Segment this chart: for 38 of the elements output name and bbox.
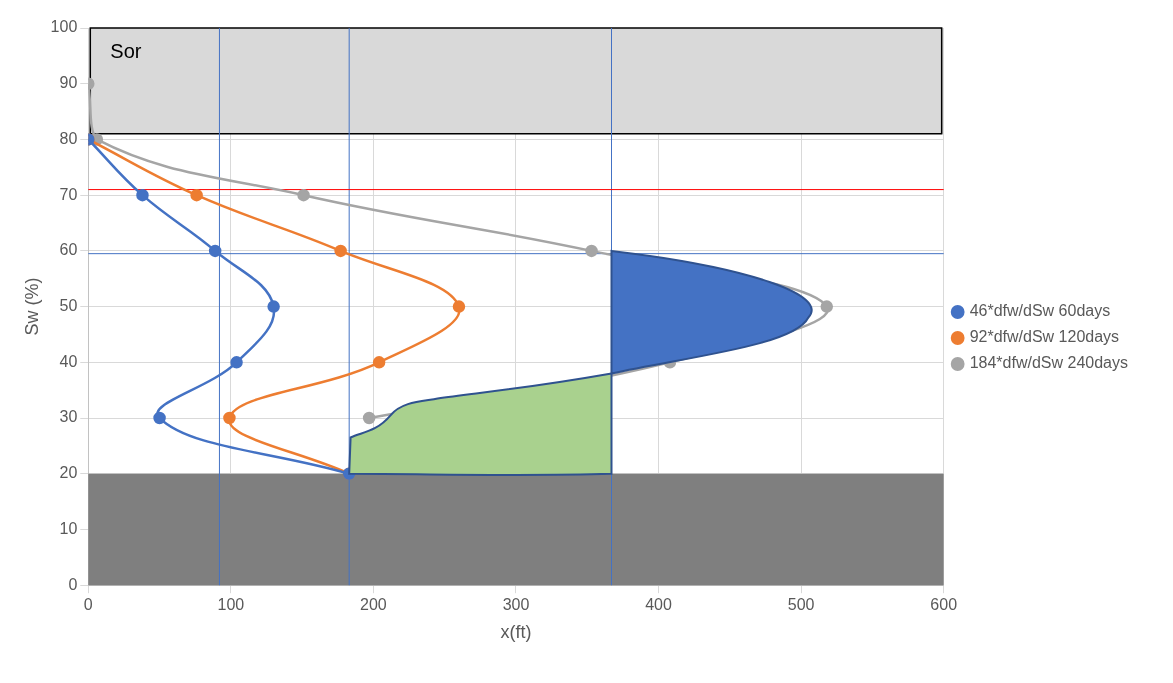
legend-label: 46*dfw/dSw 60days (969, 302, 1111, 320)
x-tick-label: 300 (502, 596, 530, 614)
y-tick-label: 70 (59, 185, 78, 203)
point (334, 244, 347, 258)
point (223, 411, 236, 425)
x-tick-label: 0 (83, 596, 93, 614)
x-tick-label: 500 (787, 596, 815, 614)
y-tick-label: 60 (59, 241, 78, 259)
point (208, 244, 222, 258)
point (452, 300, 466, 313)
point (585, 244, 598, 258)
point (230, 356, 243, 369)
y-tick-label: 30 (59, 408, 78, 426)
x-tick-label: 100 (217, 596, 245, 614)
point (153, 411, 166, 425)
band-label: Sor (110, 39, 142, 62)
x-tick-label: 200 (360, 596, 387, 614)
y-axis-title: Sw (%) (21, 277, 42, 336)
y-tick-label: 50 (59, 297, 78, 315)
y-tick-label: 100 (50, 18, 78, 36)
legend-label: 92*dfw/dSw 120days (969, 328, 1120, 346)
point (372, 356, 386, 369)
y-tick-label: 20 (59, 464, 78, 482)
y-tick-label: 0 (68, 575, 78, 593)
y-tick-label: 90 (59, 74, 78, 92)
y-tick-label: 80 (59, 129, 78, 147)
x-axis-title: x(ft) (500, 622, 532, 643)
point (297, 188, 310, 202)
point (136, 188, 149, 202)
point (190, 188, 203, 202)
y-tick-label: 40 (59, 352, 78, 370)
legend-label: 184*dfw/dSw 240days (969, 354, 1128, 372)
x-tick-label: 600 (930, 596, 958, 614)
point (267, 300, 280, 313)
y-tick-label: 10 (59, 519, 78, 537)
x-tick-label: 400 (645, 596, 672, 614)
point (362, 411, 376, 425)
point (820, 300, 834, 313)
